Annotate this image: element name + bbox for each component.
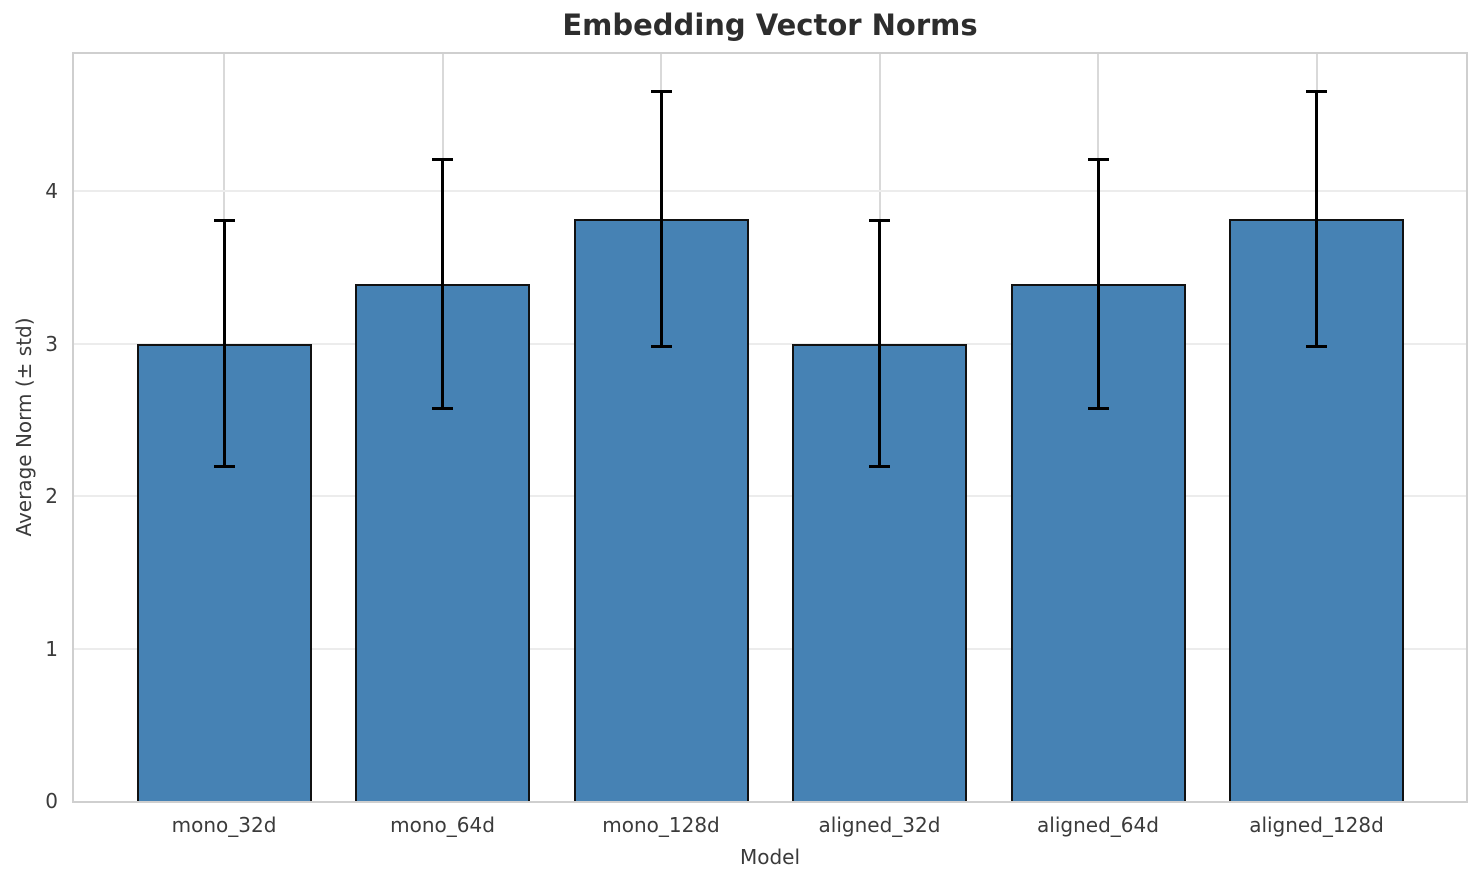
error-bar-cap-bottom bbox=[869, 465, 890, 469]
y-tick-label: 1 bbox=[45, 636, 58, 661]
error-bar-cap-bottom bbox=[213, 465, 235, 469]
horizontal-gridline bbox=[74, 495, 1466, 498]
plot-area bbox=[72, 52, 1468, 803]
chart-title: Embedding Vector Norms bbox=[562, 8, 978, 42]
error-bar-cap-top bbox=[213, 219, 235, 223]
y-tick-label: 3 bbox=[45, 331, 58, 356]
error-bar-line bbox=[222, 220, 226, 468]
error-bar-cap-top bbox=[432, 158, 453, 162]
horizontal-gridline bbox=[74, 342, 1466, 345]
error-bar-cap-bottom bbox=[650, 344, 672, 348]
error-bar-line bbox=[1315, 90, 1318, 347]
error-bar-cap-top bbox=[1306, 89, 1327, 93]
error-bar-line bbox=[441, 159, 444, 410]
error-bar-cap-bottom bbox=[1306, 344, 1327, 348]
x-tick-label: mono_64d bbox=[390, 813, 495, 837]
x-tick-label: aligned_64d bbox=[1037, 813, 1159, 837]
error-bar-cap-bottom bbox=[1087, 407, 1109, 411]
y-tick-label: 0 bbox=[45, 789, 58, 813]
error-bar-line bbox=[659, 90, 663, 347]
x-axis-label: Model bbox=[739, 845, 801, 869]
x-tick-label: mono_128d bbox=[602, 813, 720, 837]
x-tick-label: mono_32d bbox=[171, 813, 277, 837]
error-bar-cap-top bbox=[1087, 158, 1109, 162]
error-bar-cap-top bbox=[869, 219, 890, 223]
horizontal-gridline bbox=[74, 647, 1466, 650]
x-tick-label: aligned_128d bbox=[1249, 813, 1384, 837]
error-bar-line bbox=[878, 220, 881, 468]
error-bar-cap-top bbox=[650, 89, 672, 93]
y-tick-label: 2 bbox=[45, 484, 58, 509]
y-tick-label: 4 bbox=[45, 179, 58, 204]
x-tick-label: aligned_32d bbox=[818, 813, 941, 837]
error-bar-line bbox=[1096, 159, 1100, 410]
error-bar-cap-bottom bbox=[432, 407, 453, 411]
horizontal-gridline bbox=[74, 190, 1466, 193]
